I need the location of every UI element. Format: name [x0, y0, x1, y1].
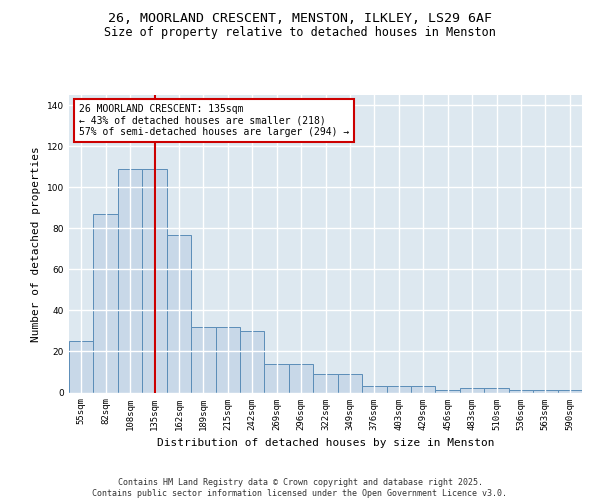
- Bar: [460, 388, 484, 392]
- Bar: [215, 327, 240, 392]
- Bar: [191, 327, 215, 392]
- Bar: [69, 341, 94, 392]
- Bar: [557, 390, 582, 392]
- Bar: [313, 374, 338, 392]
- Bar: [167, 234, 191, 392]
- Y-axis label: Number of detached properties: Number of detached properties: [31, 146, 41, 342]
- Bar: [94, 214, 118, 392]
- Bar: [362, 386, 386, 392]
- Text: 26, MOORLAND CRESCENT, MENSTON, ILKLEY, LS29 6AF: 26, MOORLAND CRESCENT, MENSTON, ILKLEY, …: [108, 12, 492, 26]
- Bar: [265, 364, 289, 392]
- Text: Size of property relative to detached houses in Menston: Size of property relative to detached ho…: [104, 26, 496, 39]
- X-axis label: Distribution of detached houses by size in Menston: Distribution of detached houses by size …: [157, 438, 494, 448]
- Bar: [411, 386, 436, 392]
- Bar: [338, 374, 362, 392]
- Bar: [533, 390, 557, 392]
- Text: Contains HM Land Registry data © Crown copyright and database right 2025.
Contai: Contains HM Land Registry data © Crown c…: [92, 478, 508, 498]
- Text: 26 MOORLAND CRESCENT: 135sqm
← 43% of detached houses are smaller (218)
57% of s: 26 MOORLAND CRESCENT: 135sqm ← 43% of de…: [79, 104, 350, 137]
- Bar: [142, 169, 167, 392]
- Bar: [436, 390, 460, 392]
- Bar: [509, 390, 533, 392]
- Bar: [118, 169, 142, 392]
- Bar: [240, 331, 265, 392]
- Bar: [484, 388, 509, 392]
- Bar: [289, 364, 313, 392]
- Bar: [386, 386, 411, 392]
